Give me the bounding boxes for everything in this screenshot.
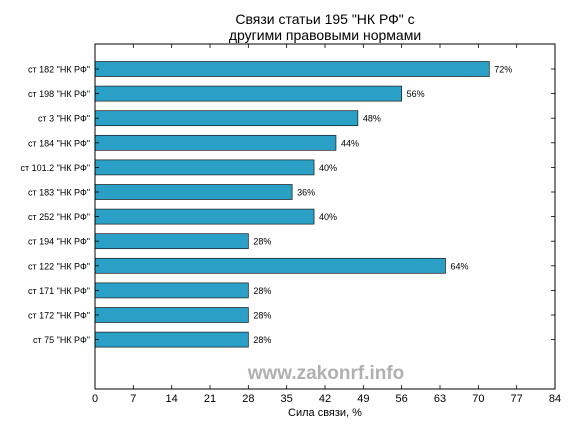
watermark-text: www.zakonrf.info (247, 363, 405, 384)
value-label: 56% (407, 89, 425, 99)
category-label: ст 122 "НК РФ" (28, 261, 90, 271)
value-label: 40% (319, 163, 337, 173)
category-label: ст 101.2 "НК РФ" (20, 163, 90, 173)
category-label: ст 3 "НК РФ" (38, 114, 90, 124)
x-tick-label: 14 (166, 393, 178, 405)
x-tick-label: 49 (357, 393, 369, 405)
x-tick-label: 63 (434, 393, 446, 405)
x-tick-label: 42 (319, 393, 331, 405)
value-label: 44% (341, 138, 359, 148)
bar (94, 134, 337, 151)
x-tick-label: 84 (549, 393, 561, 405)
x-tick-label: 7 (130, 393, 136, 405)
category-label: ст 194 "НК РФ" (28, 237, 90, 247)
x-tick-label: 0 (92, 393, 98, 405)
value-label: 28% (253, 335, 271, 345)
value-label: 40% (319, 212, 337, 222)
x-tick-label: 28 (242, 393, 254, 405)
bar (94, 331, 249, 348)
category-label: ст 252 "НК РФ" (28, 212, 90, 222)
chart-title-line-1: Связи статьи 195 "НК РФ" с (235, 11, 415, 27)
chart-title-line-2: другими правовыми нормами (228, 27, 422, 43)
category-label: ст 182 "НК РФ" (28, 65, 90, 75)
category-label: ст 171 "НК РФ" (28, 286, 90, 296)
category-label: ст 183 "НК РФ" (28, 188, 90, 198)
bar (94, 208, 315, 225)
category-label: ст 172 "НК РФ" (28, 311, 90, 321)
bar (94, 110, 359, 127)
category-label: ст 184 "НК РФ" (28, 138, 90, 148)
value-label: 28% (253, 237, 271, 247)
bar (94, 233, 249, 250)
value-label: 36% (297, 188, 315, 198)
bar (94, 307, 249, 323)
plot-frame (94, 43, 556, 390)
x-tick-label: 21 (204, 393, 216, 405)
bar (94, 159, 315, 176)
category-label: ст 198 "НК РФ" (28, 89, 90, 99)
value-label: 28% (253, 311, 271, 321)
bar (94, 184, 293, 200)
x-tick-label: 70 (472, 393, 484, 405)
category-label: ст 75 "НК РФ" (33, 335, 90, 345)
x-axis-label: Сила связи, % (288, 407, 362, 419)
bar (94, 282, 249, 299)
x-tick-label: 56 (396, 393, 408, 405)
value-label: 28% (253, 286, 271, 296)
value-label: 48% (363, 114, 381, 124)
bar (94, 85, 403, 102)
x-tick-label: 35 (281, 393, 293, 405)
x-tick-label: 77 (511, 393, 523, 405)
value-label: 72% (494, 65, 512, 75)
value-label: 64% (450, 261, 468, 271)
bar (94, 257, 446, 274)
bar (94, 61, 490, 77)
